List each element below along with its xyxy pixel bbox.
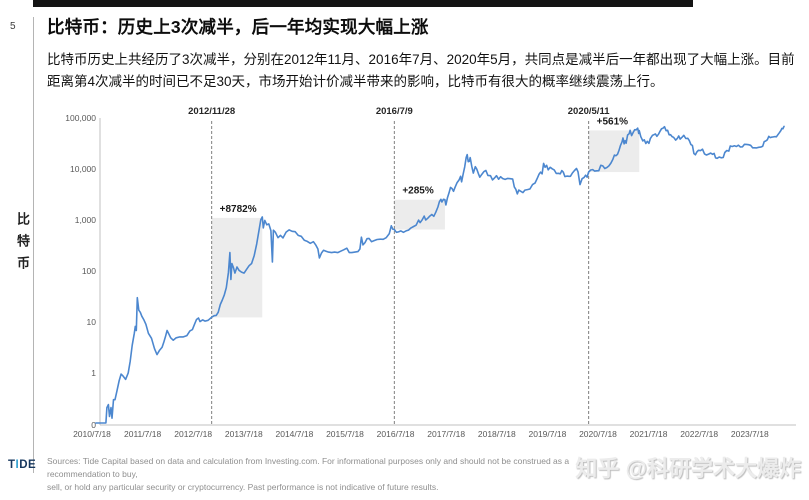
halving-gain-box-2020/5/11 bbox=[588, 130, 640, 173]
x-tick-label: 2017/7/18 bbox=[427, 429, 465, 439]
halving-date-label: 2016/7/9 bbox=[376, 106, 413, 117]
source-disclaimer-line-2: sell, or hold any particular security or… bbox=[47, 481, 439, 492]
page-number: 5 bbox=[10, 21, 16, 32]
halving-gain-label: +285% bbox=[402, 186, 434, 197]
halving-gain-box-2016/7/9 bbox=[394, 199, 445, 230]
x-tick-label: 2023/7/18 bbox=[731, 429, 769, 439]
source-disclaimer-line-1: Sources: Tide Capital based on data and … bbox=[47, 456, 570, 479]
y-tick-label: 100 bbox=[82, 266, 96, 276]
x-tick-label: 2012/7/18 bbox=[174, 429, 212, 439]
tide-logo-i: I bbox=[15, 459, 20, 471]
x-tick-label: 2020/7/18 bbox=[579, 429, 617, 439]
tide-logo: TIDE bbox=[8, 459, 36, 471]
btc-price-series-line bbox=[95, 125, 785, 424]
x-tick-label: 2013/7/18 bbox=[225, 429, 263, 439]
source-disclaimer: Sources: Tide Capital based on data and … bbox=[47, 455, 577, 493]
tide-logo-de: DE bbox=[19, 459, 37, 471]
tide-logo-t: T bbox=[8, 459, 16, 471]
x-tick-label: 2019/7/18 bbox=[528, 429, 566, 439]
y-tick-label: 10 bbox=[87, 317, 97, 327]
x-tick-label: 2021/7/18 bbox=[630, 429, 668, 439]
section-label-bitcoin: 比特币 bbox=[15, 212, 30, 278]
halving-gain-label: +8782% bbox=[220, 204, 257, 215]
x-tick-label: 2015/7/18 bbox=[326, 429, 364, 439]
halving-date-label: 2012/11/28 bbox=[188, 106, 235, 117]
slide-title: 比特币：历史上3次减半，后一年均实现大幅上涨 bbox=[47, 17, 429, 37]
zhihu-watermark: 知乎 @科研学术大爆炸 bbox=[575, 456, 801, 481]
x-tick-label: 2016/7/18 bbox=[377, 429, 415, 439]
x-tick-label: 2018/7/18 bbox=[478, 429, 516, 439]
halving-date-label: 2020/5/11 bbox=[568, 106, 610, 117]
intro-paragraph: 比特币历史上共经历了3次减半，分别在2012年11月、2016年7月、2020年… bbox=[47, 52, 795, 89]
x-tick-label: 2011/7/18 bbox=[124, 429, 161, 439]
x-tick-label: 2010/7/18 bbox=[73, 429, 111, 439]
y-tick-label: 100,000 bbox=[65, 113, 96, 123]
x-tick-label: 2022/7/18 bbox=[680, 429, 718, 439]
halving-gain-label: +561% bbox=[597, 116, 629, 127]
left-divider-line bbox=[33, 17, 34, 473]
y-tick-label: 10,000 bbox=[70, 164, 96, 174]
x-tick-label: 2014/7/18 bbox=[275, 429, 313, 439]
top-accent-bar bbox=[33, 0, 693, 7]
y-tick-label: 0 bbox=[91, 420, 96, 430]
y-tick-label: 1 bbox=[91, 368, 96, 378]
y-tick-label: 1,000 bbox=[75, 215, 97, 225]
